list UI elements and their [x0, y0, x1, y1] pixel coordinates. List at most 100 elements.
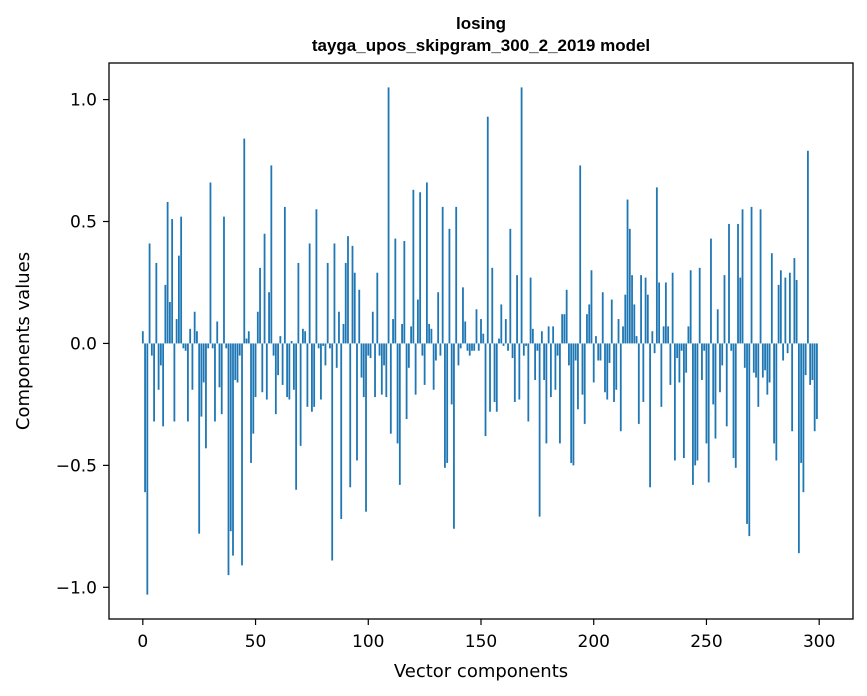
bar-71: [301, 328, 304, 344]
bar-184: [556, 343, 559, 356]
bar-136: [448, 228, 451, 344]
bar-72: [304, 331, 307, 344]
bar-287: [788, 272, 791, 344]
bar-193: [577, 343, 579, 410]
chart-title: losing: [456, 14, 506, 33]
x-tick-label-200: 200: [578, 632, 610, 652]
bar-169: [522, 343, 525, 356]
bar-286: [786, 343, 789, 354]
bar-13: [171, 219, 174, 344]
bar-104: [376, 272, 379, 344]
bar-112: [394, 238, 397, 344]
bar-120: [412, 189, 415, 344]
bar-129: [432, 343, 435, 390]
bar-226: [651, 331, 654, 344]
bar-236: [673, 343, 676, 461]
bar-275: [761, 343, 764, 378]
bar-25: [198, 343, 201, 534]
bar-233: [667, 326, 670, 344]
bar-131: [437, 292, 440, 344]
bar-279: [770, 253, 773, 344]
bar-45: [243, 138, 246, 344]
bar-96: [358, 289, 361, 344]
bar-84: [331, 343, 334, 561]
bar-43: [238, 343, 241, 356]
bar-224: [646, 294, 649, 344]
bar-17: [180, 216, 183, 344]
bar-134: [444, 343, 446, 468]
bar-198: [588, 304, 591, 344]
bar-260: [728, 223, 730, 344]
bar-200: [592, 343, 595, 383]
bar-40: [232, 343, 234, 556]
bar-220: [637, 343, 640, 424]
bar-76: [313, 343, 316, 407]
bar-64: [286, 343, 289, 398]
x-tick-label-150: 150: [465, 632, 497, 652]
bar-264: [737, 223, 739, 344]
bar-4: [150, 343, 153, 356]
bar-69: [297, 262, 300, 344]
bar-100: [367, 343, 370, 356]
y-tick-label-3: 0.5: [70, 213, 97, 233]
bar-5: [153, 343, 155, 422]
bar-88: [340, 343, 343, 520]
bar-83: [329, 343, 331, 349]
x-tick-label-0: 0: [137, 632, 148, 652]
bar-196: [583, 343, 586, 424]
bar-277: [766, 343, 769, 395]
bar-255: [716, 309, 719, 344]
bar-195: [581, 343, 584, 395]
bar-90: [344, 262, 347, 344]
bar-0: [141, 331, 144, 344]
bar-99: [365, 343, 367, 512]
bar-46: [245, 338, 248, 344]
bar-107: [383, 343, 385, 366]
bar-59: [274, 343, 277, 415]
bar-291: [797, 343, 800, 554]
bar-227: [653, 343, 656, 354]
bar-242: [687, 326, 690, 344]
bar-30: [209, 182, 212, 344]
bar-114: [398, 343, 401, 485]
bar-289: [793, 258, 796, 344]
bar-219: [635, 336, 638, 344]
bar-268: [746, 343, 748, 524]
bar-22: [191, 343, 194, 390]
bar-82: [326, 262, 329, 344]
bar-156: [493, 343, 496, 402]
bar-135: [446, 343, 449, 463]
bar-130: [435, 343, 437, 361]
x-axis-ticks: 0 50 100 150 200 250 300: [137, 619, 835, 652]
bar-207: [608, 343, 611, 363]
bar-140: [457, 343, 460, 366]
bar-36: [223, 216, 225, 344]
bar-159: [500, 304, 503, 344]
bar-294: [804, 343, 807, 376]
bar-162: [507, 343, 509, 351]
bar-126: [425, 182, 428, 344]
bar-55: [265, 343, 268, 400]
bar-182: [552, 326, 555, 344]
bar-167: [518, 343, 521, 400]
bar-41: [234, 343, 237, 381]
bar-68: [295, 343, 298, 490]
bar-58: [272, 343, 275, 356]
bar-128: [430, 328, 433, 344]
bar-238: [678, 343, 681, 383]
bar-243: [689, 270, 692, 344]
bar-127: [428, 323, 431, 344]
y-axis-label: Components values: [13, 252, 34, 430]
bar-234: [669, 343, 672, 385]
bar-161: [504, 319, 507, 344]
x-tick-label-100: 100: [352, 632, 384, 652]
bar-81: [324, 343, 327, 366]
bar-163: [509, 228, 512, 344]
bar-229: [658, 282, 661, 344]
bar-191: [572, 343, 575, 466]
bar-248: [701, 343, 703, 381]
bar-78: [317, 343, 320, 349]
bar-240: [683, 343, 685, 459]
bar-280: [773, 343, 775, 444]
bar-213: [622, 326, 624, 344]
